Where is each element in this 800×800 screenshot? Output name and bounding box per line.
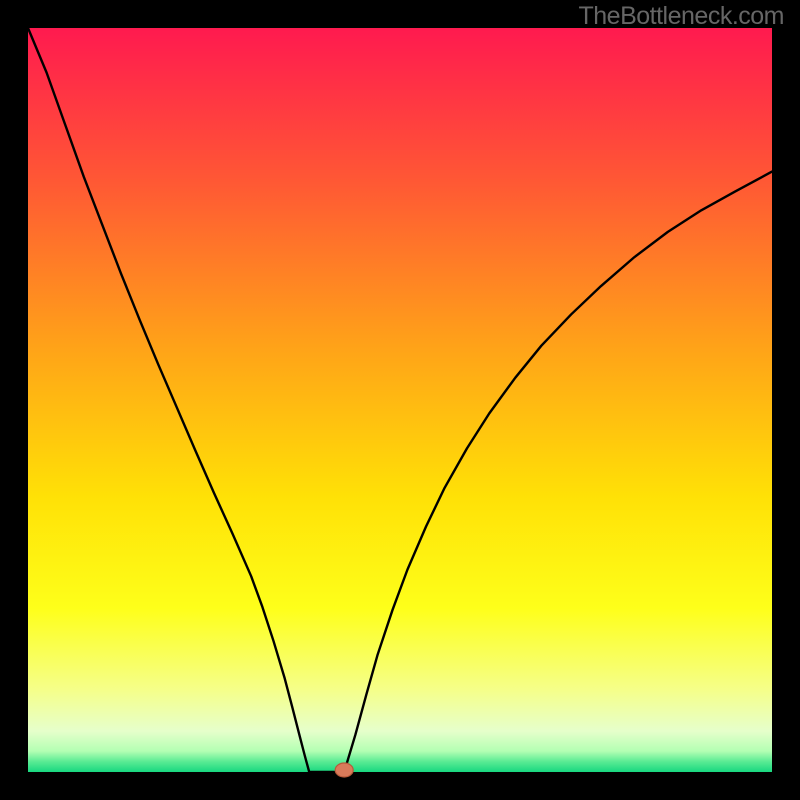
watermark-text: TheBottleneck.com	[579, 2, 785, 31]
chart-frame: TheBottleneck.com	[0, 0, 800, 800]
chart-svg	[0, 0, 800, 800]
plot-background	[28, 28, 772, 772]
minimum-marker	[335, 763, 353, 777]
